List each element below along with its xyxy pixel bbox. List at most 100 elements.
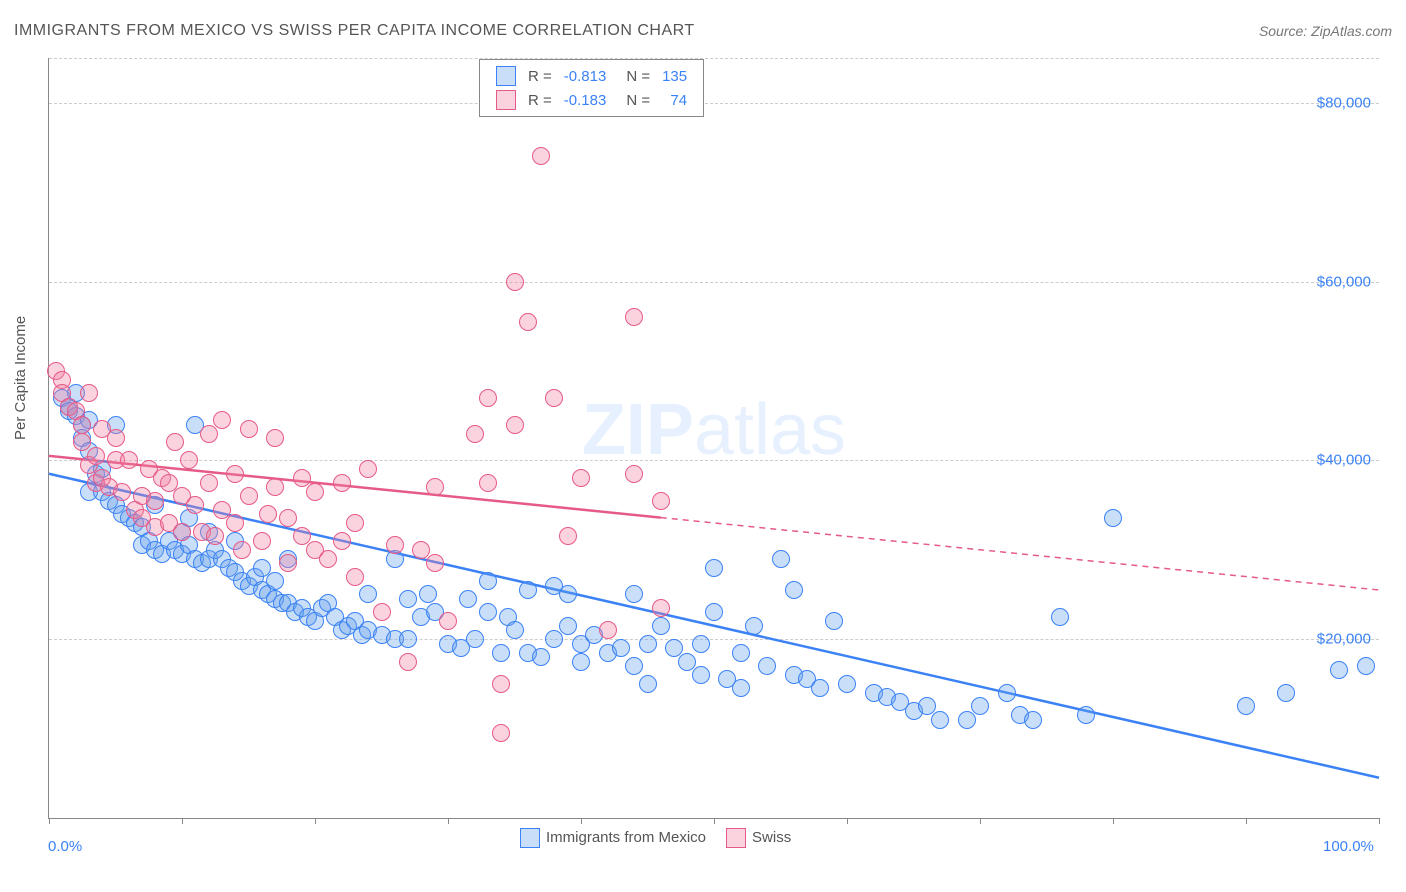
data-point [419,585,437,603]
data-point [572,469,590,487]
data-point [1277,684,1295,702]
data-point [186,496,204,514]
data-point [466,630,484,648]
x-end-label: 100.0% [1323,838,1374,855]
data-point [259,505,277,523]
data-point [625,465,643,483]
data-point [386,536,404,554]
x-tick [448,818,449,824]
series-legend: Immigrants from Mexico Swiss [520,828,791,848]
data-point [459,590,477,608]
data-point [73,416,91,434]
data-point [492,724,510,742]
data-point [333,474,351,492]
data-point [732,644,750,662]
data-point [1104,509,1122,527]
legend-item: Swiss [726,828,791,848]
data-point [166,433,184,451]
data-point [206,527,224,545]
trendline [49,474,1379,778]
data-point [466,425,484,443]
legend-swatch [726,828,746,848]
trendline-dashed [661,518,1379,590]
r-value: -0.183 [558,88,613,112]
data-point [1357,657,1375,675]
data-point [1077,706,1095,724]
data-point [399,653,417,671]
data-point [266,478,284,496]
x-tick [1246,818,1247,824]
data-point [107,429,125,447]
correlation-legend: R =-0.813N =135R =-0.183N =74 [479,59,704,117]
data-point [373,603,391,621]
x-tick [49,818,50,824]
x-tick [714,818,715,824]
data-point [492,675,510,693]
data-point [545,630,563,648]
data-point [479,603,497,621]
legend-label: Immigrants from Mexico [546,829,706,846]
x-tick [581,818,582,824]
data-point [705,603,723,621]
data-point [319,550,337,568]
data-point [532,147,550,165]
data-point [625,657,643,675]
data-point [492,644,510,662]
data-point [572,653,590,671]
data-point [998,684,1016,702]
data-point [745,617,763,635]
data-point [625,585,643,603]
data-point [399,590,417,608]
data-point [479,572,497,590]
data-point [971,697,989,715]
chart-title: IMMIGRANTS FROM MEXICO VS SWISS PER CAPI… [14,22,695,40]
plot-area: ZIPatlas $20,000$40,000$60,000$80,000R =… [48,58,1379,819]
data-point [838,675,856,693]
data-point [146,492,164,510]
data-point [180,451,198,469]
data-point [253,532,271,550]
data-point [652,617,670,635]
data-point [958,711,976,729]
data-point [346,514,364,532]
data-point [811,679,829,697]
data-point [559,617,577,635]
data-point [346,568,364,586]
data-point [266,429,284,447]
data-point [785,581,803,599]
data-point [1051,608,1069,626]
legend-swatch [496,90,516,110]
data-point [692,635,710,653]
data-point [266,572,284,590]
source-label: Source: ZipAtlas.com [1259,23,1392,39]
n-value: 74 [656,88,693,112]
data-point [240,487,258,505]
data-point [519,313,537,331]
data-point [599,621,617,639]
data-point [426,554,444,572]
data-point [113,483,131,501]
data-point [625,308,643,326]
data-point [359,585,377,603]
data-point [80,384,98,402]
data-point [532,648,550,666]
data-point [639,675,657,693]
data-point [772,550,790,568]
data-point [439,612,457,630]
data-point [479,474,497,492]
x-tick [847,818,848,824]
data-point [559,527,577,545]
data-point [426,478,444,496]
data-point [120,451,138,469]
data-point [399,630,417,648]
data-point [506,416,524,434]
r-value: -0.813 [558,64,613,88]
legend-label: Swiss [752,829,791,846]
y-axis-label: Per Capita Income [12,316,29,440]
x-tick [980,818,981,824]
data-point [359,460,377,478]
data-point [506,621,524,639]
data-point [692,666,710,684]
data-point [200,425,218,443]
data-point [233,541,251,559]
